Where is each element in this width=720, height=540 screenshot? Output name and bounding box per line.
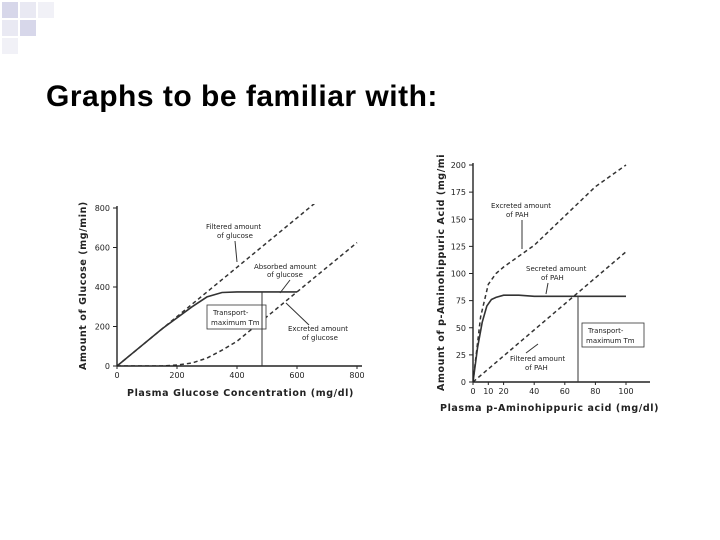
x-tick-label: 800 (349, 371, 364, 380)
x-tick-label: 20 (499, 387, 509, 396)
pah-chart: 0 10 20 40 60 80 100 0 25 50 75 100 125 150 175 200 Ex… (436, 155, 659, 414)
annotation-arrow-excreted (285, 302, 310, 326)
annotation-arrow-filtered (234, 240, 238, 263)
series-excreted-amount-of-pah (473, 164, 627, 382)
y-tick-label: 800 (95, 204, 110, 213)
y-tick-label: 100 (451, 270, 466, 279)
x-tick-label: 200 (169, 371, 184, 380)
x-tick-label: 400 (229, 371, 244, 380)
glucose-chart: 0 200 400 600 800 0 200 400 600 800 Filtered amo… (78, 201, 365, 399)
annotation-tm-glucose-line1: Transport- (212, 309, 249, 317)
y-tick-label: 200 (451, 161, 466, 170)
annotation-absorbed-glucose-line2: of glucose (267, 271, 303, 279)
x-tick-label: 10 (483, 387, 493, 396)
annotation-secreted-pah-line1: Secreted amount (526, 265, 587, 273)
y-tick-label: 150 (451, 215, 466, 224)
x-tick-label: 100 (618, 387, 633, 396)
annotation-filtered-pah-line2: of PAH (525, 364, 548, 372)
y-tick-label: 50 (456, 324, 466, 333)
y-tick-label: 0 (105, 362, 110, 371)
annotation-tm-pah-line1: Transport- (587, 327, 624, 335)
y-axis-label: Amount of Glucose (mg/min) (78, 201, 89, 370)
y-tick-label: 175 (451, 188, 466, 197)
annotation-secreted-pah-line2: of PAH (541, 274, 564, 282)
annotation-excreted-glucose-line1: Excreted amount (288, 325, 348, 333)
x-tick-label: 0 (470, 387, 475, 396)
x-tick-label: 40 (529, 387, 539, 396)
y-tick-label: 400 (95, 283, 110, 292)
series-absorbed-amount-of-glucose (117, 291, 297, 366)
annotation-box-tm-glucose (206, 304, 267, 330)
annotation-tm-glucose-line2: maximum Tm (211, 319, 260, 327)
annotation-tm-pah-line2: maximum Tm (586, 337, 635, 345)
x-tick-label: 0 (114, 371, 119, 380)
y-axis-label: Amount of p-Aminohippuric Acid (mg/min) (436, 155, 447, 391)
x-axis-label: Plasma Glucose Concentration (mg/dl) (127, 388, 354, 399)
slide-decoration (2, 2, 54, 54)
annotation-arrow-secreted-pah (545, 282, 549, 295)
annotation-filtered-glucose-line1: Filtered amount (206, 223, 261, 231)
annotation-box-tm-pah (581, 322, 645, 348)
y-tick-label: 0 (461, 378, 466, 387)
y-tick-label: 25 (456, 351, 466, 360)
annotation-excreted-pah-line2: of PAH (506, 211, 529, 219)
annotation-excreted-glucose-line2: of glucose (302, 334, 338, 342)
series-filtered-amount-of-pah (473, 251, 627, 382)
annotation-filtered-pah-line1: Filtered amount (510, 355, 565, 363)
annotation-absorbed-glucose-line1: Absorbed amount (254, 263, 317, 271)
x-tick-label: 80 (590, 387, 600, 396)
series-secreted-amount-of-pah (473, 294, 626, 382)
annotation-filtered-glucose-line2: of glucose (217, 232, 253, 240)
annotation-arrow-absorbed (279, 279, 291, 294)
y-tick-label: 200 (95, 323, 110, 332)
x-axis-label: Plasma p-Aminohippuric acid (mg/dl) (440, 403, 659, 414)
x-tick-label: 600 (289, 371, 304, 380)
slide-title: Graphs to be familiar with: (46, 80, 438, 113)
y-tick-label: 125 (451, 242, 466, 251)
annotation-arrow-filtered-pah (525, 343, 539, 354)
y-tick-label: 75 (456, 297, 466, 306)
y-tick-label: 600 (95, 244, 110, 253)
x-tick-label: 60 (560, 387, 570, 396)
annotation-excreted-pah-line1: Excreted amount (491, 202, 551, 210)
